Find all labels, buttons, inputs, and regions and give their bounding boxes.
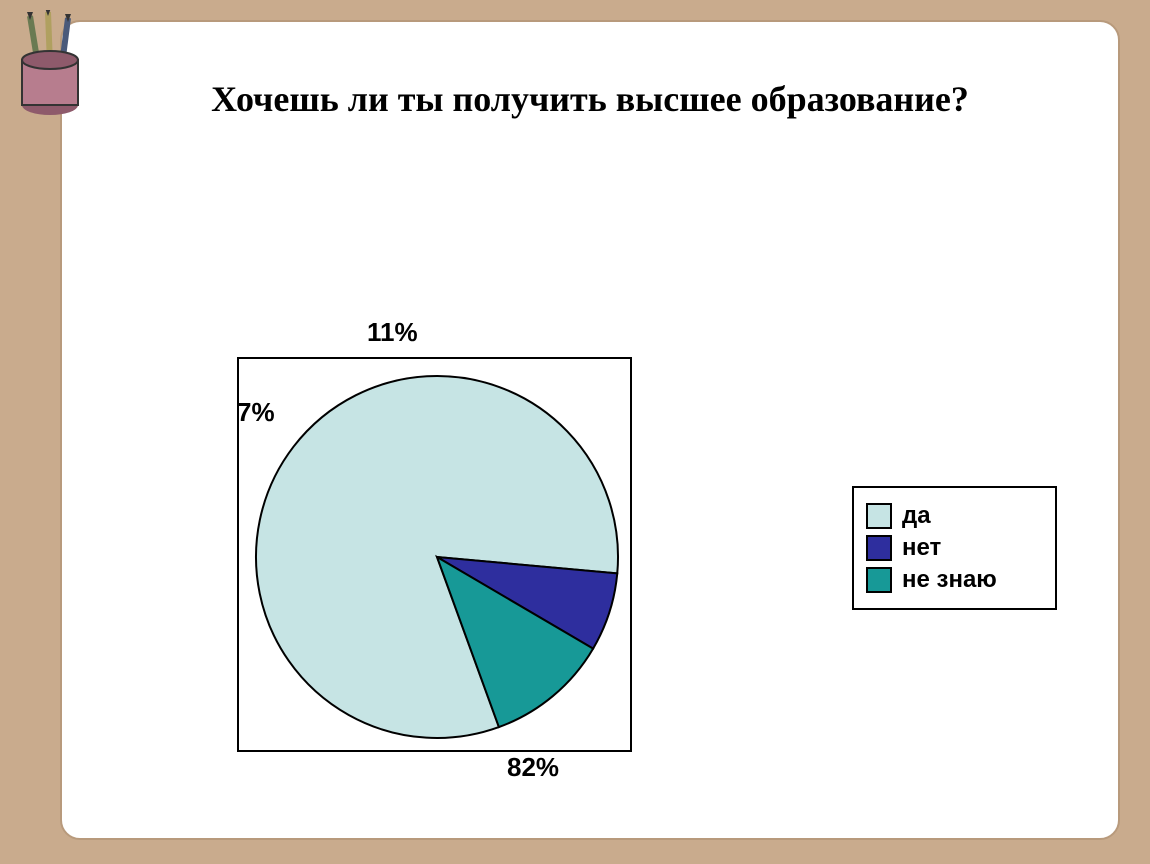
pie-chart: [239, 359, 630, 750]
legend-swatch-neznayu: [866, 567, 892, 593]
data-label-neznayu: 11%: [367, 317, 418, 348]
data-label-net: 7%: [237, 397, 275, 428]
pencil-cup-icon: [10, 10, 100, 120]
legend-item-net: нет: [866, 534, 1043, 562]
slide-inner: Хочешь ли ты получить высшее образование…: [60, 20, 1120, 840]
slide-outer: Хочешь ли ты получить высшее образование…: [0, 0, 1150, 864]
legend-label-neznayu: не знаю: [902, 566, 997, 594]
legend-box: да нет не знаю: [852, 486, 1057, 610]
legend-item-da: да: [866, 502, 1043, 530]
legend-swatch-da: [866, 503, 892, 529]
pie-chart-box: [237, 357, 632, 752]
legend-item-neznayu: не знаю: [866, 566, 1043, 594]
legend-label-da: да: [902, 502, 931, 530]
legend-label-net: нет: [902, 534, 941, 562]
legend-swatch-net: [866, 535, 892, 561]
slide-title: Хочешь ли ты получить высшее образование…: [62, 77, 1118, 122]
data-label-da: 82%: [507, 752, 559, 783]
